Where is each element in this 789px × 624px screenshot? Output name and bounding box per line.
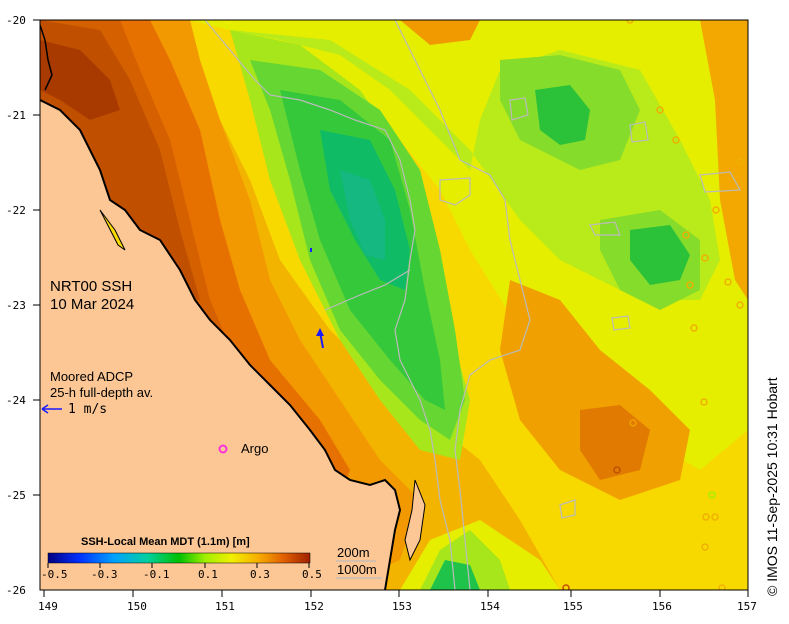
colorbar-tick: -0.5 (41, 568, 68, 581)
y-tick-label: -24 (6, 394, 26, 407)
y-tick-label: -22 (6, 204, 26, 217)
land-mask (40, 100, 400, 590)
x-tick-label: 150 (127, 600, 147, 613)
adcp-scale-label: 1 m/s (68, 402, 108, 417)
colorbar-tick: -0.1 (143, 568, 170, 581)
x-tick-label: 155 (563, 600, 583, 613)
colorbar-tick: 0.5 (302, 568, 322, 581)
credit-text: © IMOS 11-Sep-2025 10:31 Hobart (764, 377, 780, 596)
adcp-legend-subtitle: 25-h full-depth av. (50, 385, 154, 400)
colorbar-tick: -0.3 (91, 568, 118, 581)
argo-floats (224, 20, 744, 590)
y-tick-label: -21 (6, 109, 26, 122)
x-tick-label: 149 (38, 600, 58, 613)
y-tick-label: -23 (6, 299, 26, 312)
argo-legend-label: Argo (241, 441, 269, 456)
x-tick-label: 152 (304, 600, 324, 613)
coastline (40, 99, 402, 590)
adcp-legend-title: Moored ADCP (50, 369, 134, 384)
colorbar-title: SSH-Local Mean MDT (1.1m) [m] (81, 536, 250, 548)
x-tick-label: 151 (215, 600, 235, 613)
x-tick-label: 157 (737, 600, 757, 613)
y-tick-label: -25 (6, 489, 26, 502)
depth-legend-1000m: 1000m (337, 562, 377, 577)
x-axis (43, 590, 749, 597)
depth-legend-200m: 200m (337, 545, 370, 560)
colorbar-tick: 0.1 (198, 568, 218, 581)
colorbar (47, 552, 311, 568)
y-axis (33, 19, 40, 496)
contour-200m (204, 20, 456, 590)
product-title: NRT00 SSH (50, 278, 133, 295)
ssh-field (40, 20, 748, 590)
colorbar-tick: 0.3 (250, 568, 270, 581)
y-tick-label: -20 (6, 14, 26, 27)
argo-legend-marker (218, 444, 228, 454)
product-date: 10 Mar 2024 (50, 296, 135, 313)
contour-1000m (394, 20, 531, 590)
x-tick-label: 153 (392, 600, 412, 613)
x-tick-label: 156 (652, 600, 672, 613)
y-tick-label: -26 (6, 584, 26, 597)
x-tick-label: 154 (480, 600, 500, 613)
